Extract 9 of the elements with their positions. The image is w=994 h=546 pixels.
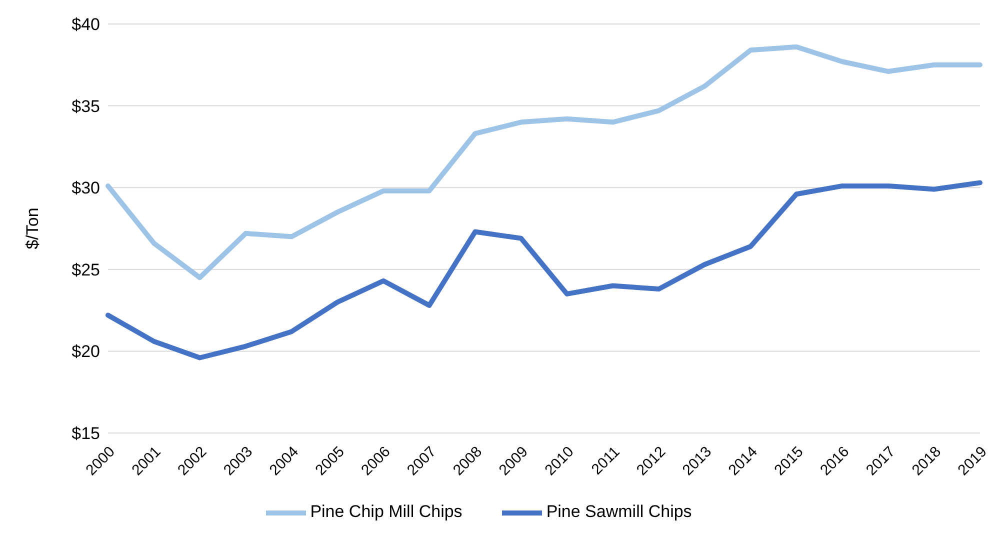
y-tick-label: $30	[72, 178, 100, 198]
y-tick-label: $35	[72, 96, 100, 116]
y-tick-label: $20	[72, 342, 100, 362]
legend-label: Pine Chip Mill Chips	[310, 502, 462, 522]
legend-label: Pine Sawmill Chips	[546, 502, 692, 522]
y-tick-label: $15	[72, 424, 100, 444]
y-axis-title: $/Ton	[23, 208, 42, 250]
y-tick-label: $25	[72, 260, 100, 280]
y-tick-label: $40	[72, 15, 100, 34]
